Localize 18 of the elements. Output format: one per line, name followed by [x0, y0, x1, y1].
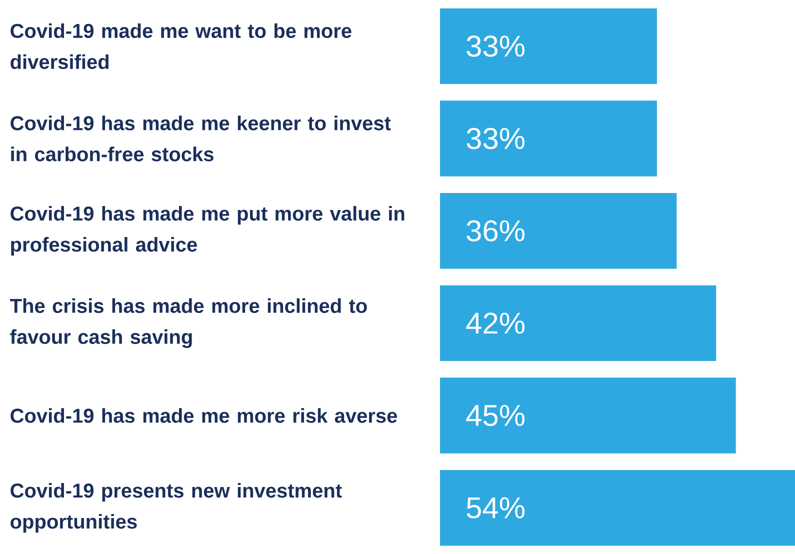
y-tick-label: The crisis has made more inclined to favour cash saving [10, 298, 367, 348]
bar [440, 8, 657, 84]
data-label: 33% [466, 128, 524, 150]
bar [440, 470, 795, 546]
y-tick-label: Covid-19 has made me put more value in professional advice [10, 206, 404, 256]
bar [440, 378, 736, 454]
bar [440, 100, 657, 176]
y-tick-label: Covid-19 has made me more risk averse [10, 408, 398, 423]
data-label: 45% [466, 404, 524, 426]
bar [440, 192, 677, 269]
data-label: 36% [466, 220, 524, 242]
y-tick-label: Covid-19 presents new investment opportunities [10, 483, 342, 533]
data-label: 42% [466, 312, 524, 334]
y-tick-label: Covid-19 has made me keener to invest in carbon-free stocks [10, 116, 391, 162]
data-label: 54% [466, 497, 524, 518]
bar [440, 285, 716, 362]
y-tick-label: Covid-19 made me want to be more diversified [10, 23, 352, 70]
data-label: 33% [466, 36, 524, 57]
